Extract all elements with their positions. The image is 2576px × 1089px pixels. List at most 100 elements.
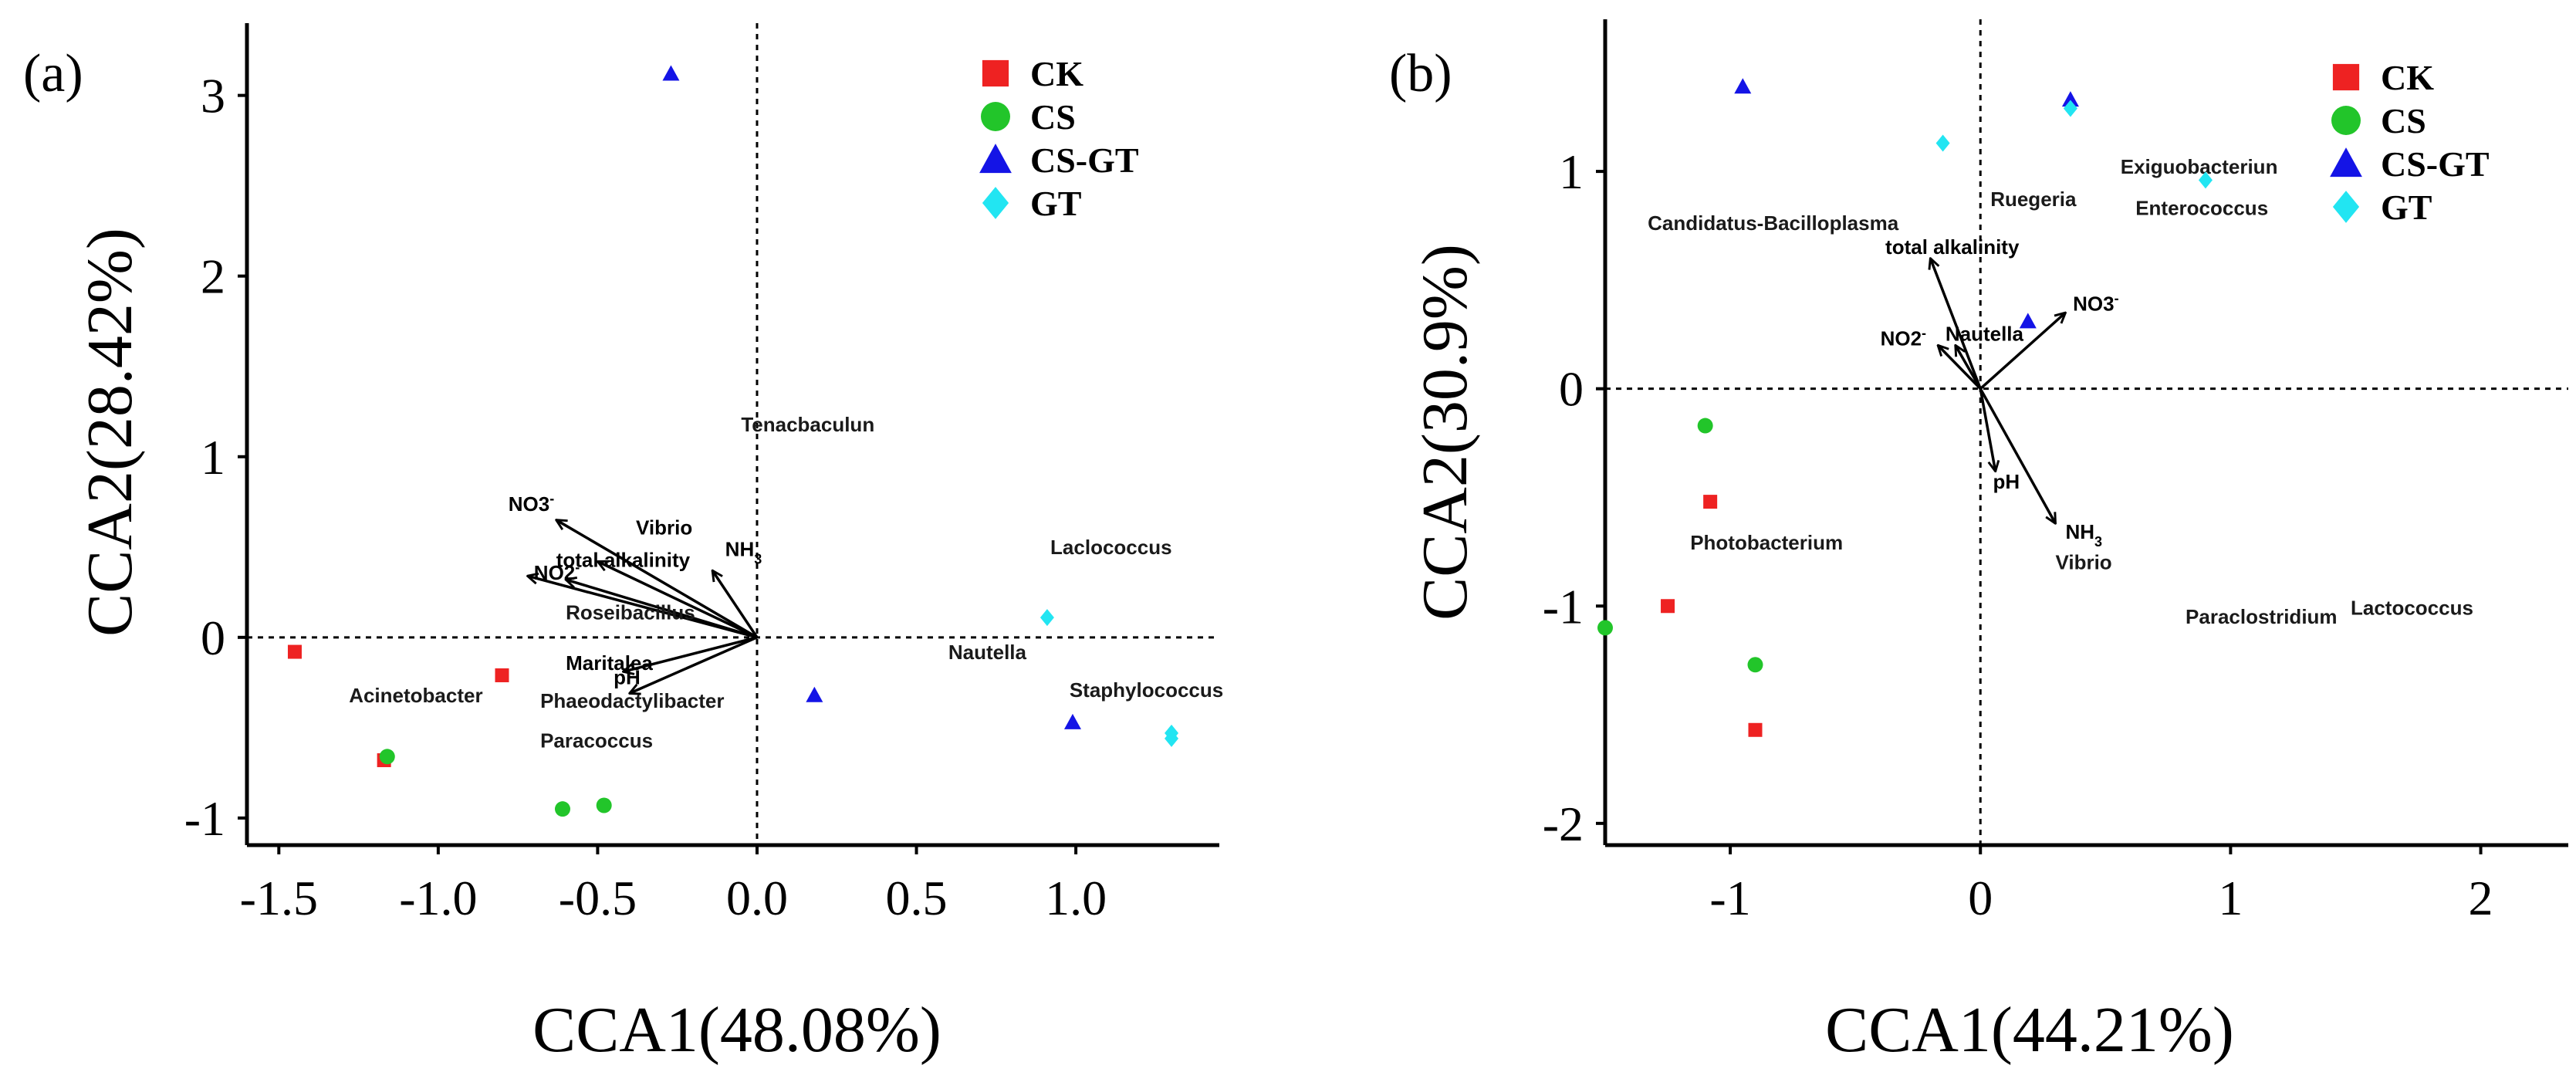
env-arrow	[712, 570, 759, 638]
y-tick-label: -1	[1543, 579, 1584, 634]
env-arrow-label: NH3	[725, 537, 762, 566]
panel-a-sample-points	[287, 65, 1179, 817]
legend-marker-gt	[2332, 191, 2360, 223]
point-ck	[1748, 722, 1763, 737]
panel-b-species-labels: Candidatus-Bacilloplasma Ruegeria Exiguoba…	[1648, 155, 2473, 628]
env-arrow-label: Vibrio	[636, 516, 692, 539]
y-tick-label: 3	[201, 69, 225, 123]
x-tick-label: 0.0	[726, 871, 788, 925]
species-label: Ruegeria	[1990, 188, 2077, 211]
x-tick-label: -1.5	[240, 871, 318, 925]
x-tick-label: -1	[1709, 871, 1750, 925]
species-label: Photobacterium	[1690, 531, 1843, 554]
panel-b: (b) -1 0 1 2 -2 -1 0 1 total alkalinity NO3- NO2-…	[1389, 19, 2568, 1066]
env-arrow-label: Maritalea	[566, 651, 653, 675]
species-label: Enterococcus	[2135, 196, 2268, 219]
species-label: Laclococcus	[1050, 536, 1172, 559]
y-tick-label: -1	[184, 791, 225, 846]
legend-label: CS-GT	[2381, 144, 2490, 184]
legend-label: CK	[2381, 58, 2434, 97]
legend-marker-ck	[982, 59, 1009, 87]
x-tick-label: -1.0	[399, 871, 477, 925]
panel-a-y-axis-title: CCA2(28.42%)	[74, 228, 146, 637]
y-tick-label: 2	[201, 249, 225, 304]
legend-marker-cs-gt	[2330, 147, 2362, 178]
species-label: Paraclostridium	[2186, 605, 2338, 628]
legend-label: CK	[1030, 54, 1083, 93]
point-cs	[379, 749, 395, 765]
species-label: Paracoccus	[540, 729, 653, 752]
env-arrow	[597, 562, 758, 639]
panel-b-sample-points	[1597, 78, 2213, 737]
x-tick-label: 1.0	[1045, 871, 1107, 925]
env-arrow-label: Nautella	[1946, 323, 2024, 346]
legend-label: CS	[1030, 97, 1076, 137]
species-label: Acinetobacter	[349, 684, 482, 707]
legend-marker-cs	[2331, 106, 2361, 135]
env-arrow	[623, 636, 758, 671]
point-cs	[1747, 657, 1763, 673]
point-cs-gt	[1063, 713, 1081, 729]
env-arrow	[556, 520, 758, 639]
species-label: Vibrio	[2055, 550, 2111, 573]
env-arrow-label: total alkalinity	[556, 549, 691, 572]
env-arrow-label: total alkalinity	[1885, 235, 2020, 259]
env-arrow-label: pH	[1993, 470, 2020, 493]
y-tick-label: -2	[1543, 796, 1584, 851]
point-ck	[495, 668, 509, 682]
x-tick-label: 0.5	[886, 871, 948, 925]
panel-a: (a) -1.5 -1.0 -0.5 0.0 0.5 1.0 -1 0 1 2 3 NO3- Vibr…	[23, 23, 1223, 1066]
panel-b-label: (b)	[1389, 44, 1452, 103]
legend-label: CS-GT	[1030, 140, 1139, 180]
env-arrow	[1979, 313, 2065, 390]
legend-marker-gt	[982, 187, 1009, 219]
point-gt	[2198, 171, 2213, 189]
point-cs-gt	[1734, 78, 1752, 94]
panel-b-y-axis-title: CCA2(30.9%)	[1409, 244, 1481, 621]
env-arrow	[630, 636, 758, 694]
panel-b-x-axis-title: CCA1(44.21%)	[1825, 994, 2234, 1066]
panel-a-label: (a)	[23, 44, 83, 103]
point-cs-gt	[2061, 91, 2079, 107]
env-arrow-label: NH3	[2065, 520, 2102, 550]
panel-a-x-axis-title: CCA1(48.08%)	[532, 994, 941, 1066]
point-cs-gt	[662, 65, 680, 81]
legend-marker-cs-gt	[979, 144, 1012, 174]
env-arrow	[1930, 259, 1982, 390]
env-arrow-label: NO3-	[509, 491, 554, 516]
panel-b-env-arrows: total alkalinity NO3- NO2- Nautella pH NH3	[1881, 235, 2119, 550]
x-tick-label: 1	[2218, 871, 2243, 925]
legend-label: GT	[2381, 188, 2432, 227]
legend-marker-ck	[2332, 63, 2360, 91]
panel-a-ticks: -1.5 -1.0 -0.5 0.0 0.5 1.0 -1 0 1 2 3	[184, 69, 1107, 925]
point-cs-gt	[2019, 313, 2037, 329]
point-cs	[1697, 418, 1713, 434]
species-label: Lactococcus	[2351, 597, 2473, 620]
point-cs	[1597, 620, 1613, 636]
x-tick-label: 0	[1968, 871, 1993, 925]
env-arrow-label: NO2-	[1881, 325, 1926, 350]
legend-label: GT	[1030, 184, 1081, 223]
env-arrow	[1956, 345, 1982, 390]
panel-a-species-labels: Tenacbaculun Laclococcus Roseibacillus Acin…	[349, 413, 1223, 752]
y-tick-label: 1	[1559, 144, 1584, 199]
point-cs	[596, 797, 612, 813]
y-tick-label: 1	[201, 430, 225, 485]
panel-b-legend: CK CS CS-GT GT	[2330, 58, 2490, 227]
panel-b-ticks: -1 0 1 2 -2 -1 0 1	[1543, 144, 2493, 925]
x-tick-label: 2	[2469, 871, 2493, 925]
env-arrow	[1979, 388, 1995, 472]
species-label: Nautella	[948, 641, 1027, 664]
point-cs	[554, 801, 570, 817]
species-label: Staphylococcus	[1070, 678, 1223, 702]
legend-marker-cs	[981, 102, 1010, 131]
legend-label: CS	[2381, 101, 2426, 140]
species-label: Roseibacillus	[566, 600, 695, 624]
y-tick-label: 0	[1559, 362, 1584, 417]
point-gt	[1935, 134, 1950, 152]
env-arrow	[1938, 345, 1982, 390]
